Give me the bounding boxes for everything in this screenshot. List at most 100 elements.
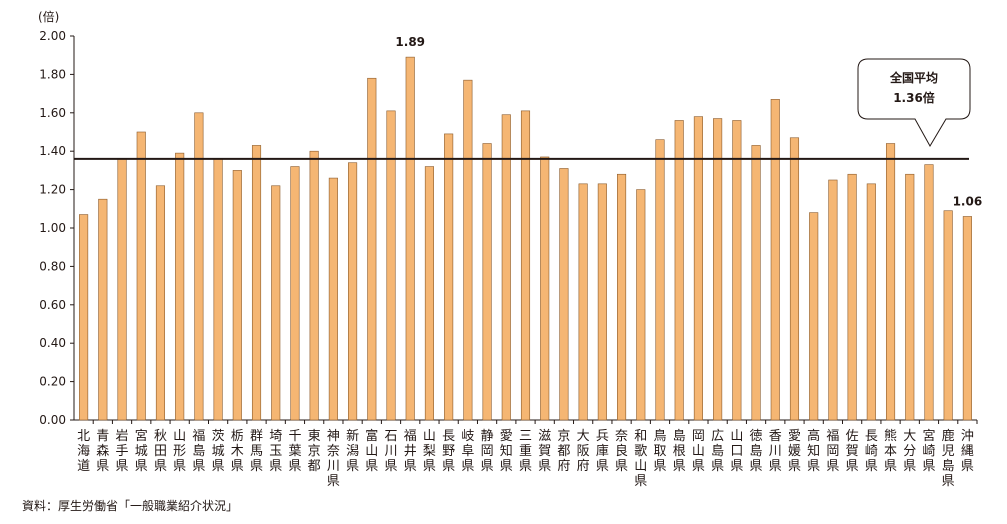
bar bbox=[809, 212, 819, 421]
y-tick-label: 0.40 bbox=[39, 336, 66, 350]
average-callout-bubble bbox=[857, 58, 971, 148]
x-tick-label: 福岡県 bbox=[826, 429, 839, 474]
bar bbox=[444, 133, 454, 421]
data-label: 1.89 bbox=[395, 35, 425, 49]
bar bbox=[866, 183, 876, 421]
bar bbox=[559, 168, 569, 421]
bar bbox=[386, 110, 396, 421]
x-tick-label: 福井県 bbox=[404, 429, 417, 474]
x-tick-label: 岐阜県 bbox=[461, 429, 474, 474]
x-tick-label: 長野県 bbox=[442, 429, 455, 474]
x-tick-label: 新潟県 bbox=[346, 428, 359, 474]
x-tick-label: 青森県 bbox=[96, 429, 109, 474]
bar bbox=[924, 164, 934, 421]
bar bbox=[175, 152, 185, 421]
bar bbox=[693, 116, 703, 421]
bar bbox=[155, 185, 166, 421]
bar bbox=[424, 166, 434, 421]
bar bbox=[232, 170, 242, 421]
bar bbox=[828, 179, 838, 421]
x-tick-label: 秋田県 bbox=[154, 429, 167, 474]
x-tick-label: 神奈川県 bbox=[327, 429, 340, 489]
bar bbox=[770, 99, 780, 421]
bar bbox=[962, 216, 972, 421]
x-tick-label: 山形県 bbox=[173, 429, 186, 474]
bar bbox=[789, 137, 800, 421]
average-callout-value: 1.36倍 bbox=[893, 90, 935, 105]
x-tick-label: 北海道 bbox=[77, 429, 90, 474]
bar bbox=[943, 210, 953, 421]
x-tick-label: 山口県 bbox=[730, 429, 743, 474]
x-tick-label: 福島県 bbox=[192, 429, 205, 474]
x-tick-label: 静岡県 bbox=[481, 429, 494, 474]
bar bbox=[713, 118, 723, 421]
bar bbox=[309, 150, 319, 421]
bar bbox=[732, 120, 742, 421]
x-tick-label: 岡山県 bbox=[692, 429, 705, 474]
bar bbox=[290, 166, 300, 421]
bar bbox=[482, 143, 492, 421]
average-callout-title: 全国平均 bbox=[889, 70, 938, 85]
x-tick-label: 茨城県 bbox=[212, 429, 225, 474]
bar bbox=[905, 173, 915, 421]
x-tick-label: 岩手県 bbox=[116, 429, 129, 474]
x-tick-label: 広島県 bbox=[711, 429, 724, 474]
bar bbox=[655, 139, 665, 421]
x-tick-label: 石川県 bbox=[385, 429, 398, 474]
bar bbox=[636, 189, 646, 421]
bar bbox=[520, 110, 531, 421]
bar bbox=[213, 158, 223, 421]
bar bbox=[578, 183, 588, 421]
annotations: 1.89 1.06 全国平均 1.36倍 bbox=[74, 35, 982, 208]
x-tick-label: 香川県 bbox=[769, 429, 782, 474]
x-tick-label: 徳島県 bbox=[750, 429, 763, 474]
bars-group bbox=[79, 56, 972, 421]
x-tick-label: 三重県 bbox=[519, 429, 532, 474]
x-tick-label: 埼玉県 bbox=[269, 429, 282, 474]
y-tick-label: 1.80 bbox=[39, 67, 66, 81]
y-tick-label: 0.60 bbox=[39, 298, 66, 312]
bar bbox=[79, 214, 89, 421]
bar bbox=[405, 56, 415, 421]
x-tick-label: 宮城県 bbox=[135, 428, 148, 474]
x-tick-label: 鳥取県 bbox=[653, 429, 666, 474]
x-tick-label: 熊本県 bbox=[884, 428, 897, 474]
bar bbox=[540, 156, 550, 421]
bar bbox=[847, 173, 857, 421]
bar bbox=[617, 173, 627, 421]
y-tick-label: 0.00 bbox=[39, 413, 66, 427]
x-tick-label: 高知県 bbox=[807, 428, 820, 474]
x-tick-label: 奈良県 bbox=[615, 429, 628, 474]
source-note: 資料：厚生労働省「一般職業紹介状況」 bbox=[22, 499, 239, 513]
x-tick-label: 栃木県 bbox=[231, 429, 244, 474]
x-tick-label: 宮崎県 bbox=[922, 428, 935, 474]
x-tick-label: 佐賀県 bbox=[846, 429, 859, 474]
y-tick-label: 0.20 bbox=[39, 375, 66, 389]
data-label: 1.06 bbox=[953, 194, 983, 208]
y-tick-label: 2.00 bbox=[39, 29, 66, 43]
bar bbox=[194, 112, 204, 421]
bar bbox=[367, 77, 377, 421]
x-tick-label: 愛知県 bbox=[500, 429, 513, 474]
x-tick-label: 大分県 bbox=[903, 429, 916, 474]
x-tick-label: 京都府 bbox=[557, 429, 570, 474]
x-axis-labels: 北海道青森県岩手県宮城県秋田県山形県福島県茨城県栃木県群馬県埼玉県千葉県東京都神… bbox=[77, 420, 978, 489]
bar bbox=[136, 131, 146, 421]
y-tick-label: 0.80 bbox=[39, 259, 66, 273]
bar bbox=[251, 145, 262, 421]
x-tick-label: 島根県 bbox=[673, 429, 686, 474]
y-tick-label: 1.60 bbox=[39, 106, 66, 120]
x-tick-label: 沖縄県 bbox=[961, 429, 974, 474]
bar bbox=[98, 198, 108, 421]
bar bbox=[501, 114, 511, 421]
x-tick-label: 千葉県 bbox=[288, 429, 301, 474]
bar bbox=[117, 158, 127, 421]
y-tick-label: 1.20 bbox=[39, 183, 66, 197]
bar bbox=[271, 185, 281, 421]
x-tick-label: 富山県 bbox=[365, 428, 378, 474]
bar bbox=[751, 145, 761, 421]
bar bbox=[348, 162, 358, 421]
x-tick-label: 山梨県 bbox=[423, 429, 436, 474]
x-tick-label: 和歌山県 bbox=[634, 429, 647, 489]
bar bbox=[463, 79, 473, 421]
